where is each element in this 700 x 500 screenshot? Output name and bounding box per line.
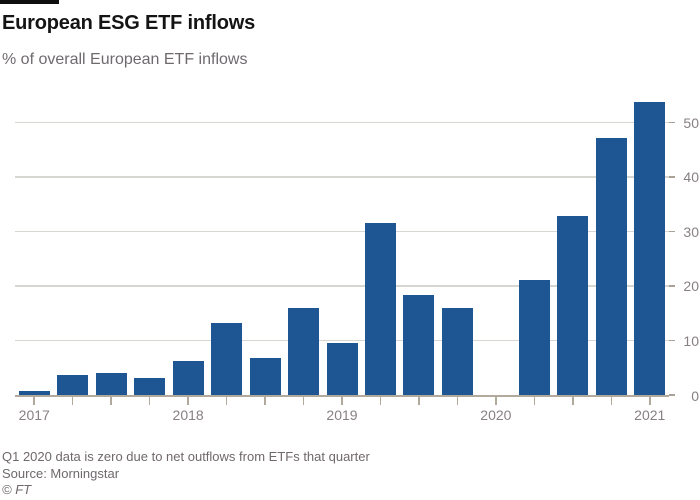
x-axis-tick (610, 395, 613, 405)
x-axis-tick (71, 395, 74, 405)
x-axis-tick (33, 395, 35, 405)
y-axis-tick-label: 40 (683, 169, 699, 186)
bar (634, 102, 666, 395)
x-axis-tick (649, 395, 651, 405)
bar (57, 375, 89, 395)
bar (595, 137, 627, 395)
gridline (15, 230, 669, 233)
x-axis-tick (379, 395, 382, 405)
y-axis-tick-label: 50 (683, 114, 699, 131)
x-axis-tick (456, 395, 459, 405)
ft-accent-bar (0, 0, 59, 4)
copyright-credit: © FT (2, 482, 32, 497)
x-axis-tick (495, 395, 497, 405)
x-axis-tick (148, 395, 151, 405)
x-axis-tick (225, 395, 228, 405)
chart-footnote: Q1 2020 data is zero due to net outflows… (2, 449, 370, 464)
y-axis-tick (669, 394, 675, 396)
y-axis-tick-label: 20 (683, 278, 699, 295)
y-axis-tick-label: 30 (683, 223, 699, 240)
x-axis-year-label: 2020 (480, 407, 512, 423)
bar (403, 295, 435, 395)
x-axis-year-label: 2017 (18, 407, 50, 423)
plot-area: 0 10 20 30 40 50 2017 2018 2019 2020 2021 (15, 95, 699, 423)
source-label: Source: Morningstar (2, 466, 120, 481)
y-axis-tick-label: 0 (691, 387, 699, 404)
y-axis-tick (669, 285, 675, 287)
bar (288, 308, 320, 395)
x-axis-tick (302, 395, 305, 405)
bar (441, 307, 473, 395)
x-axis-year-label: 2018 (172, 407, 204, 423)
y-axis-tick (669, 230, 675, 233)
y-axis-tick (669, 339, 675, 342)
bar (557, 216, 589, 395)
x-axis-tick (341, 395, 343, 405)
bar (134, 377, 166, 395)
gridline (15, 176, 669, 178)
chart-title: European ESG ETF inflows (2, 12, 256, 34)
x-axis-tick (264, 395, 266, 405)
bar (364, 223, 396, 395)
x-axis-tick (187, 395, 189, 405)
y-axis-tick (669, 121, 675, 124)
x-axis-year-label: 2019 (326, 407, 358, 423)
gridline (15, 285, 669, 287)
y-axis-tick (669, 176, 675, 178)
x-axis-tick (533, 395, 536, 405)
bar (172, 361, 204, 395)
x-axis-tick (572, 395, 574, 405)
bar (18, 391, 50, 395)
gridline (15, 339, 669, 342)
bar (95, 372, 127, 395)
chart-subtitle: % of overall European ETF inflows (2, 51, 248, 68)
bar (326, 343, 358, 395)
x-axis-tick (418, 395, 420, 405)
x-axis-tick (110, 395, 112, 405)
bar (211, 323, 243, 395)
bar (518, 279, 550, 395)
x-axis-year-label: 2021 (634, 407, 666, 423)
y-axis-tick-label: 10 (683, 332, 699, 349)
bar (249, 357, 281, 395)
gridline (15, 121, 669, 124)
